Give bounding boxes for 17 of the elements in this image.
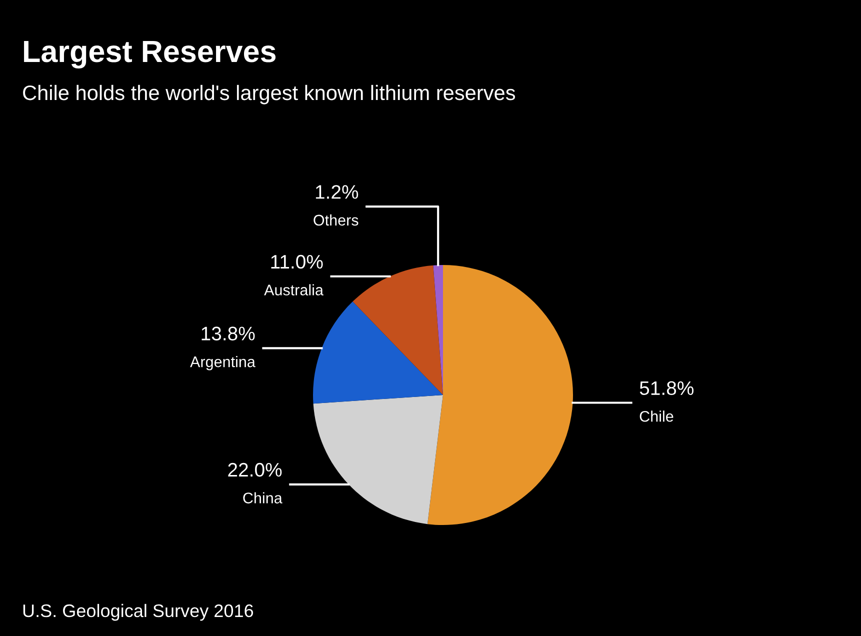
slice-label: Chile xyxy=(640,410,674,422)
data-label: 1.2% xyxy=(316,185,358,199)
chart-title: Largest Reserves xyxy=(24,40,276,68)
pie-slice xyxy=(313,395,443,524)
pie-slice xyxy=(352,265,443,395)
pie-slice xyxy=(427,265,573,525)
data-label: 13.8% xyxy=(202,326,255,340)
data-label: 22.0% xyxy=(228,462,282,477)
slice-label: Argentina xyxy=(190,356,256,370)
slice-label: China xyxy=(243,492,282,504)
data-label: 11.0% xyxy=(271,254,323,269)
slice-label: Australia xyxy=(264,284,324,296)
text: U.S. Geological Survey 2016 xyxy=(23,604,254,621)
chart-subtitle: Chile holds the world's largest known lithium reserves xyxy=(23,84,516,104)
slice-label: Others xyxy=(314,214,358,226)
data-label: 51.8% xyxy=(640,381,694,396)
pie-slice xyxy=(313,302,443,404)
